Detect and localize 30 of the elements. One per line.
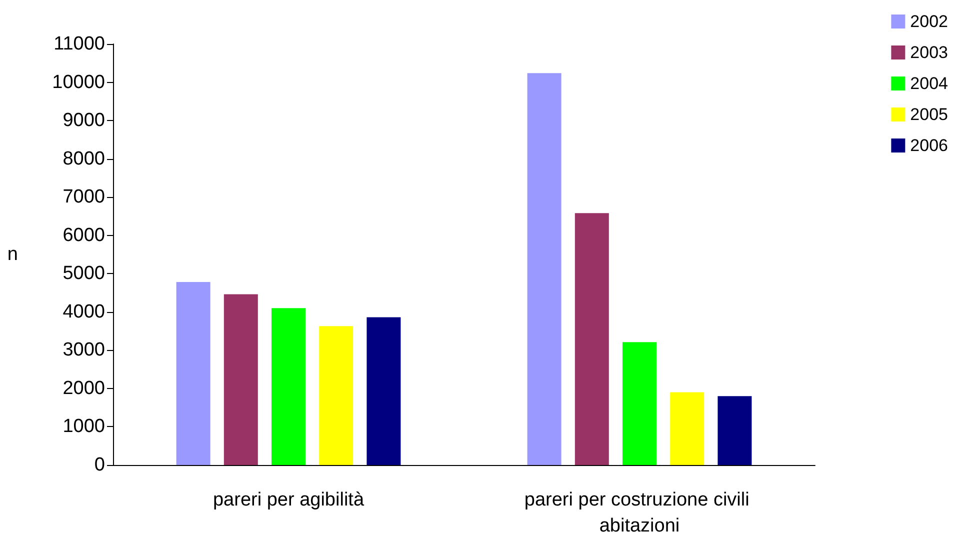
bar [622,342,656,465]
legend-label: 2004 [910,74,948,93]
y-tick-label: 0 [94,454,105,476]
bar [718,396,752,465]
y-axis-title: n [7,244,18,265]
x-tick-label: pareri per agibilità [212,490,364,510]
y-tick-label: 11000 [54,34,105,54]
bar [272,308,306,465]
bar [670,392,704,465]
y-tick-label: 8000 [62,148,105,170]
y-tick-label: 10000 [52,72,105,93]
y-tick-label: 7000 [62,186,105,208]
y-tick-label: 5000 [62,263,105,284]
bar [527,73,562,465]
x-tick-label: pareri per costruzione civili abitazioni [524,490,755,536]
bar [319,326,354,465]
y-tick-label: 3000 [62,340,105,361]
y-tick-label: 6000 [62,224,105,246]
bar [574,213,609,465]
bar [176,282,210,465]
y-tick-label: 4000 [62,301,105,322]
y-tick-label: 9000 [62,110,105,132]
legend-label: 2005 [910,105,948,124]
bar [224,294,258,465]
legend-label: 2003 [910,43,948,62]
legend-label: 2006 [910,136,948,155]
y-tick-label: 2000 [62,378,105,399]
y-tick-label: 1000 [62,416,105,438]
legend-label: 2002 [910,12,948,31]
bar [366,317,401,465]
